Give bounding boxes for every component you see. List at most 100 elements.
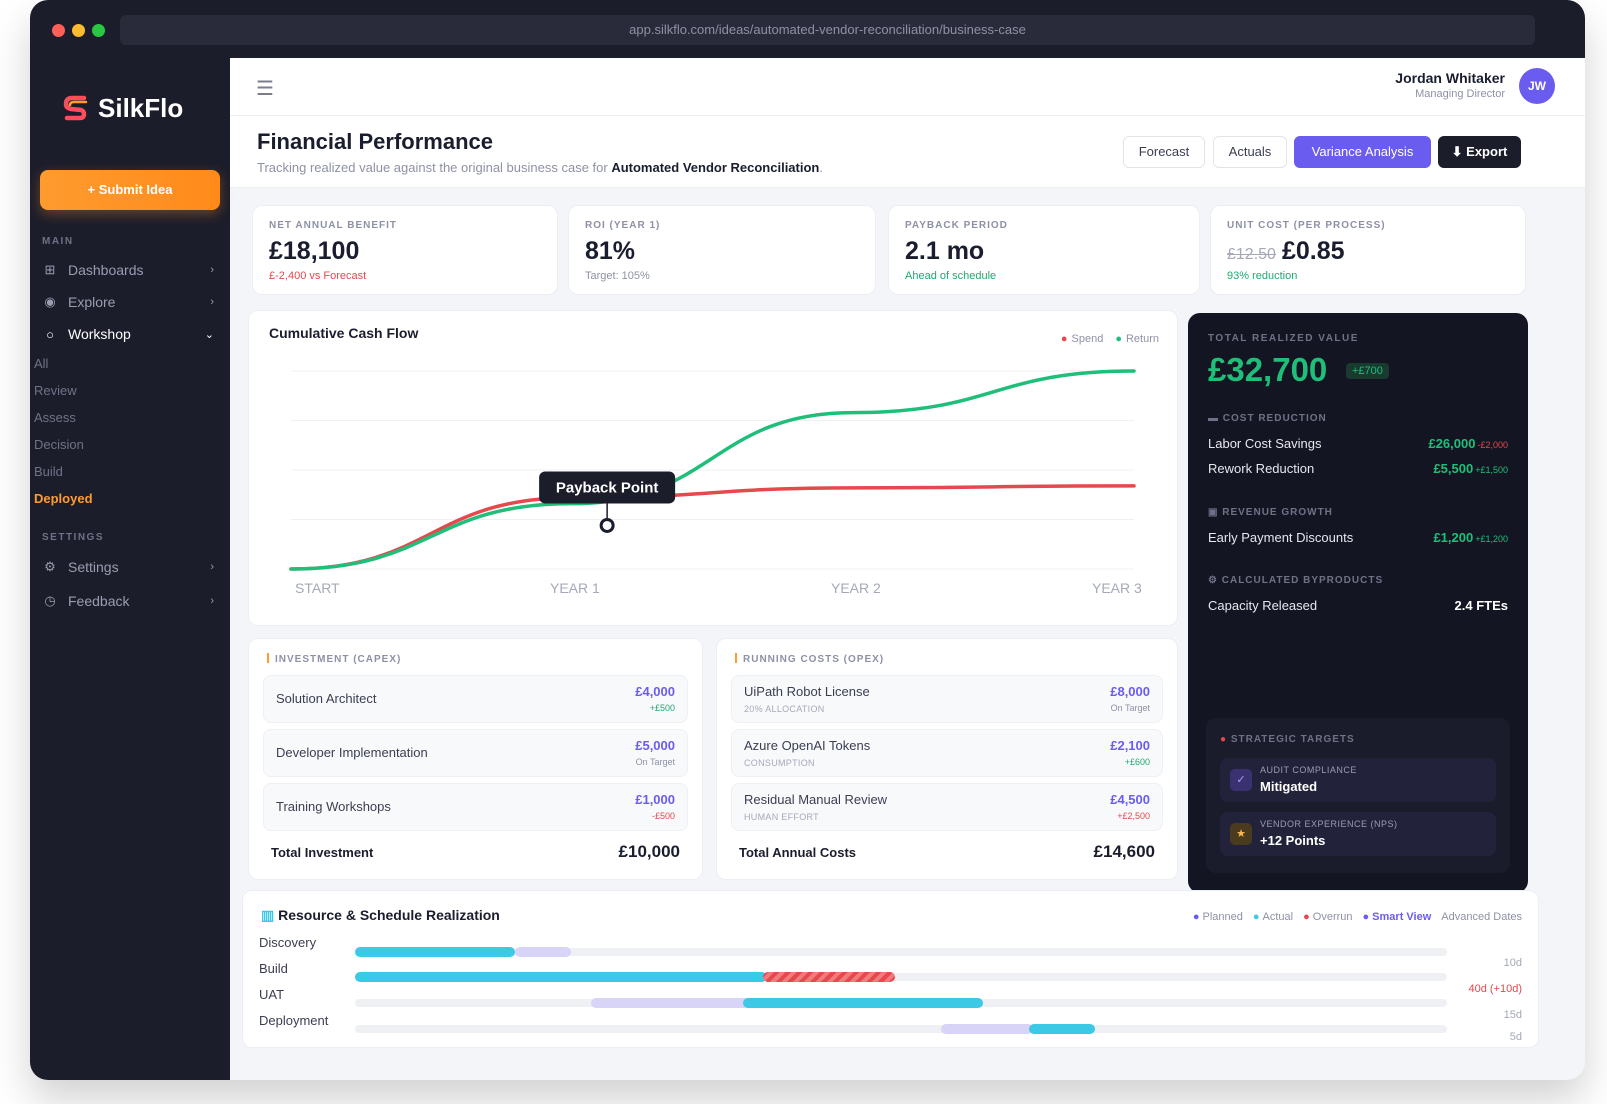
export-button[interactable]: ⬇ Export	[1438, 136, 1521, 168]
resource-schedule-card: ▥ Resource & Schedule Realization Planne…	[242, 890, 1539, 1048]
labor-cost-savings-value: £26,000 -£2,000	[1428, 436, 1508, 451]
payback-tooltip-label: Payback Point	[556, 479, 659, 496]
kpi-roi: ROI (YEAR 1) 81% Target: 105%	[568, 205, 876, 295]
grid-icon: ⊞	[44, 262, 56, 277]
kpi-unit-cost: UNIT COST (PER PROCESS) £12.50 £0.85 93% …	[1210, 205, 1526, 295]
chevron-right-icon: ›	[210, 264, 214, 276]
kpi-value: 2.1 mo	[905, 237, 985, 265]
revenue-growth-label: ▣ REVENUE GROWTH	[1208, 507, 1333, 518]
kpi-payback-period: PAYBACK PERIOD 2.1 mo Ahead of schedule	[888, 205, 1200, 295]
workshop-sub-review[interactable]: Review	[34, 383, 77, 398]
sidebar-item-dashboards[interactable]: ⊞ Dashboards ›	[42, 256, 218, 284]
sidebar-item-feedback[interactable]: ◷ Feedback ›	[42, 587, 218, 615]
workshop-sub-decision[interactable]: Decision	[34, 437, 84, 452]
cost-amount: £1,000	[635, 792, 675, 807]
cost-amount: £4,500	[1110, 792, 1150, 807]
early-payment-discounts-label: Early Payment Discounts	[1208, 530, 1354, 545]
address-bar[interactable]: app.silkflo.com/ideas/automated-vendor-r…	[120, 15, 1535, 45]
target-icon: ●	[1220, 734, 1231, 745]
chevron-right-icon: ›	[210, 595, 214, 607]
cost-name: Training Workshops	[276, 799, 391, 814]
user-name: Jordan Whitaker	[1395, 70, 1505, 86]
menu-icon[interactable]: ☰	[256, 78, 274, 100]
sidebar-item-label: Explore	[68, 294, 116, 310]
gantt-bar-planned	[591, 998, 751, 1008]
payback-point-marker	[599, 517, 615, 533]
gantt-bar-actual	[743, 998, 983, 1008]
kpi-label: PAYBACK PERIOD	[905, 220, 1008, 231]
gear-icon: ⚙	[44, 559, 56, 574]
cost-delta: +£600	[1124, 757, 1150, 767]
cost-name: Solution Architect	[276, 691, 377, 706]
close-window-button[interactable]	[52, 24, 65, 37]
smart-view-toggle[interactable]: Smart View	[1363, 911, 1431, 923]
legend-return: Return	[1115, 333, 1159, 345]
cashflow-chart: START YEAR 1 YEAR 2 YEAR 3 Payback Point	[289, 369, 1142, 596]
gantt-bar-actual	[355, 972, 767, 982]
gantt-bar-planned	[941, 1024, 1033, 1034]
cost-amount: £2,100	[1110, 738, 1150, 753]
kpi-label: UNIT COST (PER PROCESS)	[1227, 220, 1386, 231]
cost-name: Developer Implementation	[276, 745, 428, 760]
gantt-title: ▥ Resource & Schedule Realization	[261, 907, 500, 923]
sidebar-item-settings[interactable]: ⚙ Settings ›	[42, 553, 218, 581]
capex-title: INVESTMENT (CAPEX)	[267, 653, 401, 665]
strategic-targets: ● STRATEGIC TARGETS ✓ AUDIT COMPLIANCE M…	[1206, 718, 1510, 873]
cost-amount: £5,000	[635, 738, 675, 753]
target-vendor-experience: ★ VENDOR EXPERIENCE (NPS) +12 Points	[1220, 812, 1496, 856]
sidebar-item-label: Feedback	[68, 593, 130, 609]
cost-delta: +£500	[649, 703, 675, 713]
workshop-sub-all[interactable]: All	[34, 356, 49, 371]
maximize-window-button[interactable]	[92, 24, 105, 37]
sidebar-item-workshop[interactable]: ○ Workshop ⌄	[42, 320, 218, 348]
capex-total-label: Total Investment	[271, 845, 374, 860]
workshop-sub-build[interactable]: Build	[34, 464, 63, 479]
target-value: Mitigated	[1260, 779, 1318, 794]
cost-sub: CONSUMPTION	[744, 758, 815, 768]
compass-icon: ◉	[44, 294, 56, 309]
page-title: Financial Performance	[257, 129, 493, 154]
chart-title: Cumulative Cash Flow	[269, 325, 419, 341]
opex-total-value: £14,600	[1093, 842, 1155, 861]
kpi-value: £18,100	[269, 237, 360, 265]
target-audit-compliance: ✓ AUDIT COMPLIANCE Mitigated	[1220, 758, 1496, 802]
feedback-icon: ◷	[44, 593, 56, 608]
forecast-button[interactable]: Forecast	[1123, 136, 1205, 168]
user-role: Managing Director	[1415, 88, 1505, 100]
gantt-duration: 5d	[1509, 1031, 1522, 1043]
workshop-sub-deployed[interactable]: Deployed	[34, 491, 93, 506]
main-section-label: MAIN	[42, 236, 74, 247]
x-tick-label: START	[295, 580, 340, 596]
sidebar-item-explore[interactable]: ◉ Explore ›	[42, 288, 218, 316]
strategic-targets-label: ● STRATEGIC TARGETS	[1220, 734, 1355, 745]
minimize-window-button[interactable]	[72, 24, 85, 37]
realized-label: TOTAL REALIZED VALUE	[1208, 333, 1359, 344]
series-line-spend	[289, 484, 1136, 571]
gantt-track	[355, 948, 1447, 956]
actuals-button[interactable]: Actuals	[1213, 136, 1287, 168]
variance-analysis-button[interactable]: Variance Analysis	[1294, 136, 1431, 168]
gantt-row-label: UAT	[259, 987, 285, 1002]
submit-idea-button[interactable]: + Submit Idea	[40, 170, 220, 210]
opex-row: Residual Manual Review HUMAN EFFORT £4,5…	[731, 783, 1163, 831]
cost-delta: +£2,500	[1117, 811, 1150, 821]
avatar[interactable]: JW	[1519, 68, 1555, 104]
capacity-released-label: Capacity Released	[1208, 598, 1318, 613]
legend-planned: Planned	[1193, 911, 1243, 923]
gantt-bar-overrun	[763, 972, 895, 982]
advanced-dates-toggle[interactable]: Advanced Dates	[1441, 911, 1522, 923]
gantt-duration: 40d (+10d)	[1468, 983, 1522, 995]
series-line-return	[289, 369, 1136, 571]
kpi-note: Target: 105%	[585, 270, 650, 282]
workshop-sub-assess[interactable]: Assess	[34, 410, 76, 425]
silkflo-logo-icon	[63, 95, 88, 120]
cashflow-chart-card: Cumulative Cash Flow Spend Return START Y…	[248, 310, 1178, 626]
brand-logo[interactable]: SilkFlo	[62, 93, 183, 124]
realized-delta-badge: +£700	[1346, 363, 1389, 379]
capex-card: INVESTMENT (CAPEX) Solution Architect £4…	[248, 638, 703, 880]
cost-delta: -£500	[651, 811, 675, 821]
cost-name: Azure OpenAI Tokens	[744, 738, 871, 753]
gantt-row-label: Build	[259, 961, 288, 976]
settings-section-label: SETTINGS	[42, 532, 105, 543]
check-icon: ✓	[1230, 769, 1252, 791]
